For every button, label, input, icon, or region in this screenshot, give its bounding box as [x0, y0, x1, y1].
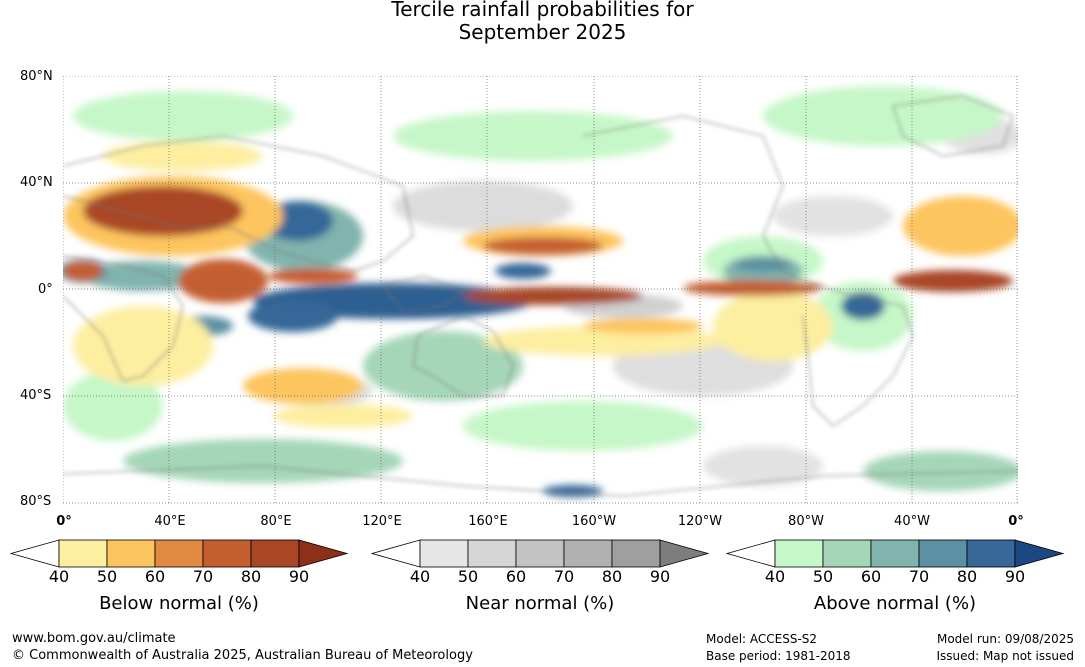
lon-label-120w: 120°W: [677, 514, 723, 529]
near-tick-80: 80: [601, 567, 623, 586]
lon-label-40e: 40°E: [154, 514, 186, 529]
below-tick-90: 90: [288, 567, 310, 586]
below-colorbar-segment: [202, 539, 252, 568]
lon-label-160w: 160°W: [571, 514, 617, 529]
rainfall-probability-map: [63, 76, 1018, 504]
footer-base-period: Base period: 1981-2018: [706, 649, 851, 663]
above-tick-40: 40: [764, 567, 786, 586]
above-colorbar-high-arrow: [1014, 539, 1065, 568]
colorbar-near-normal: [371, 539, 710, 568]
above-tick-50: 50: [812, 567, 834, 586]
footer-url: www.bom.gov.au/climate: [12, 631, 176, 646]
near-colorbar-segment: [467, 539, 517, 568]
legend-title-above: Above normal (%): [813, 593, 977, 614]
near-tick-70: 70: [553, 567, 575, 586]
near-colorbar-segment: [515, 539, 565, 568]
colorbar-above-normal: [726, 539, 1065, 568]
lon-label-0: 0°: [56, 514, 72, 529]
near-tick-90: 90: [649, 567, 671, 586]
lat-label-40s: 40°S: [20, 388, 52, 403]
below-colorbar-high-arrow: [298, 539, 349, 568]
above-tick-90: 90: [1004, 567, 1026, 586]
colorbar-below-normal: [10, 539, 349, 568]
below-tick-70: 70: [192, 567, 214, 586]
lon-label-80w: 80°W: [788, 514, 824, 529]
lat-label-80s: 80°S: [20, 494, 52, 509]
above-tick-80: 80: [956, 567, 978, 586]
above-colorbar-segment: [966, 539, 1016, 568]
near-colorbar-high-arrow: [659, 539, 710, 568]
below-tick-40: 40: [48, 567, 70, 586]
below-tick-50: 50: [96, 567, 118, 586]
footer-model-run: Model run: 09/08/2025: [936, 632, 1074, 646]
near-tick-40: 40: [409, 567, 431, 586]
above-tick-60: 60: [860, 567, 882, 586]
near-colorbar-segment: [563, 539, 613, 568]
lat-label-40n: 40°N: [20, 175, 53, 190]
lat-label-80n: 80°N: [20, 69, 53, 84]
lon-label-0-east: 0°: [1008, 514, 1024, 529]
above-colorbar-segment: [774, 539, 824, 568]
lon-label-160e: 160°E: [468, 514, 508, 529]
above-colorbar-segment: [822, 539, 872, 568]
below-tick-60: 60: [144, 567, 166, 586]
below-colorbar-segment: [58, 539, 108, 568]
near-colorbar-segment: [419, 539, 469, 568]
footer-model: Model: ACCESS-S2: [706, 632, 818, 646]
near-tick-50: 50: [457, 567, 479, 586]
below-colorbar-segment: [250, 539, 300, 568]
legend-title-below: Below normal (%): [99, 593, 259, 614]
probability-field: [63, 86, 1018, 497]
above-colorbar-segment: [918, 539, 968, 568]
above-colorbar-segment: [870, 539, 920, 568]
above-colorbar-low-arrow: [726, 539, 776, 568]
below-tick-80: 80: [240, 567, 262, 586]
map-title-line-1: Tercile rainfall probabilities for: [391, 0, 694, 21]
land-outlines: [63, 95, 1018, 497]
above-tick-70: 70: [908, 567, 930, 586]
footer-issued: Issued: Map not issued: [936, 649, 1074, 663]
near-tick-60: 60: [505, 567, 527, 586]
below-colorbar-segment: [154, 539, 204, 568]
legend-title-near: Near normal (%): [465, 593, 615, 614]
map-title-line-2: September 2025: [458, 20, 627, 44]
near-colorbar-segment: [611, 539, 661, 568]
below-colorbar-segment: [106, 539, 156, 568]
footer-copyright: © Commonwealth of Australia 2025, Austra…: [12, 648, 473, 663]
lon-label-40w: 40°W: [894, 514, 930, 529]
lon-label-80e: 80°E: [260, 514, 292, 529]
graticule: [63, 76, 1018, 504]
near-colorbar-low-arrow: [371, 539, 421, 568]
below-colorbar-low-arrow: [10, 539, 60, 568]
lon-label-120e: 120°E: [362, 514, 402, 529]
lat-label-equator: 0°: [38, 282, 53, 297]
